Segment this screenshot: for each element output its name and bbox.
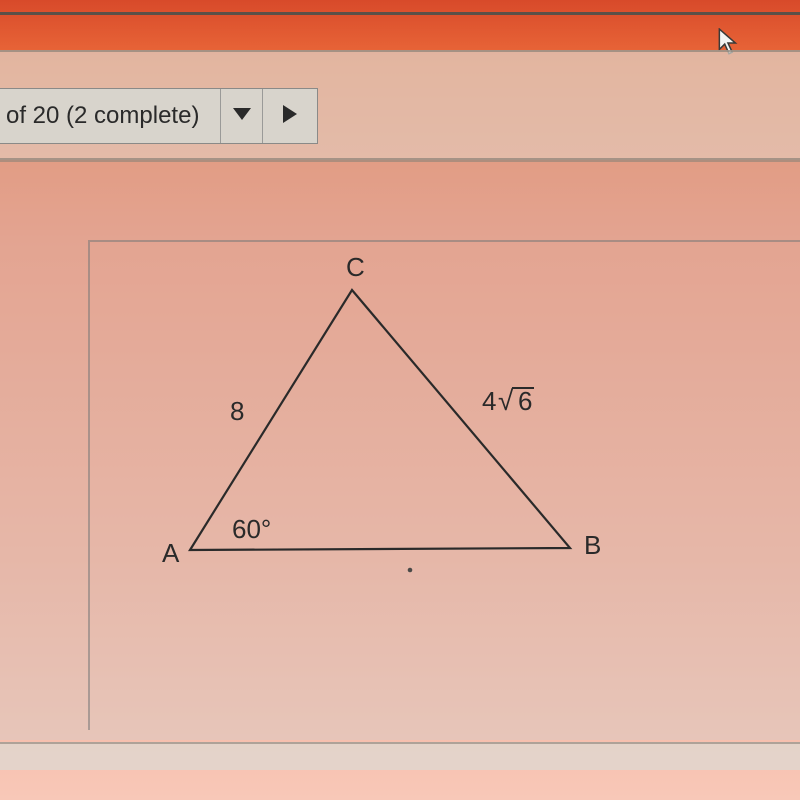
- svg-text:4: 4: [482, 386, 496, 416]
- next-button[interactable]: [263, 89, 317, 143]
- progress-text: of 20 (2 complete): [0, 89, 221, 143]
- play-icon: [282, 104, 298, 129]
- svg-text:A: A: [162, 538, 180, 568]
- svg-text:8: 8: [230, 396, 244, 426]
- svg-text:B: B: [584, 530, 601, 560]
- top-divider: [0, 12, 800, 15]
- dropdown-button[interactable]: [221, 89, 263, 143]
- progress-pager: of 20 (2 complete): [0, 88, 318, 144]
- svg-text:√: √: [498, 385, 514, 416]
- bottom-bar: [0, 742, 800, 770]
- svg-text:60°: 60°: [232, 514, 271, 544]
- triangle-diagram: A B C 8 4√6 60°: [100, 250, 660, 610]
- progress-label: of 20 (2 complete): [6, 102, 199, 130]
- chevron-down-icon: [232, 107, 252, 126]
- svg-text:6: 6: [518, 386, 532, 416]
- svg-text:C: C: [346, 252, 365, 282]
